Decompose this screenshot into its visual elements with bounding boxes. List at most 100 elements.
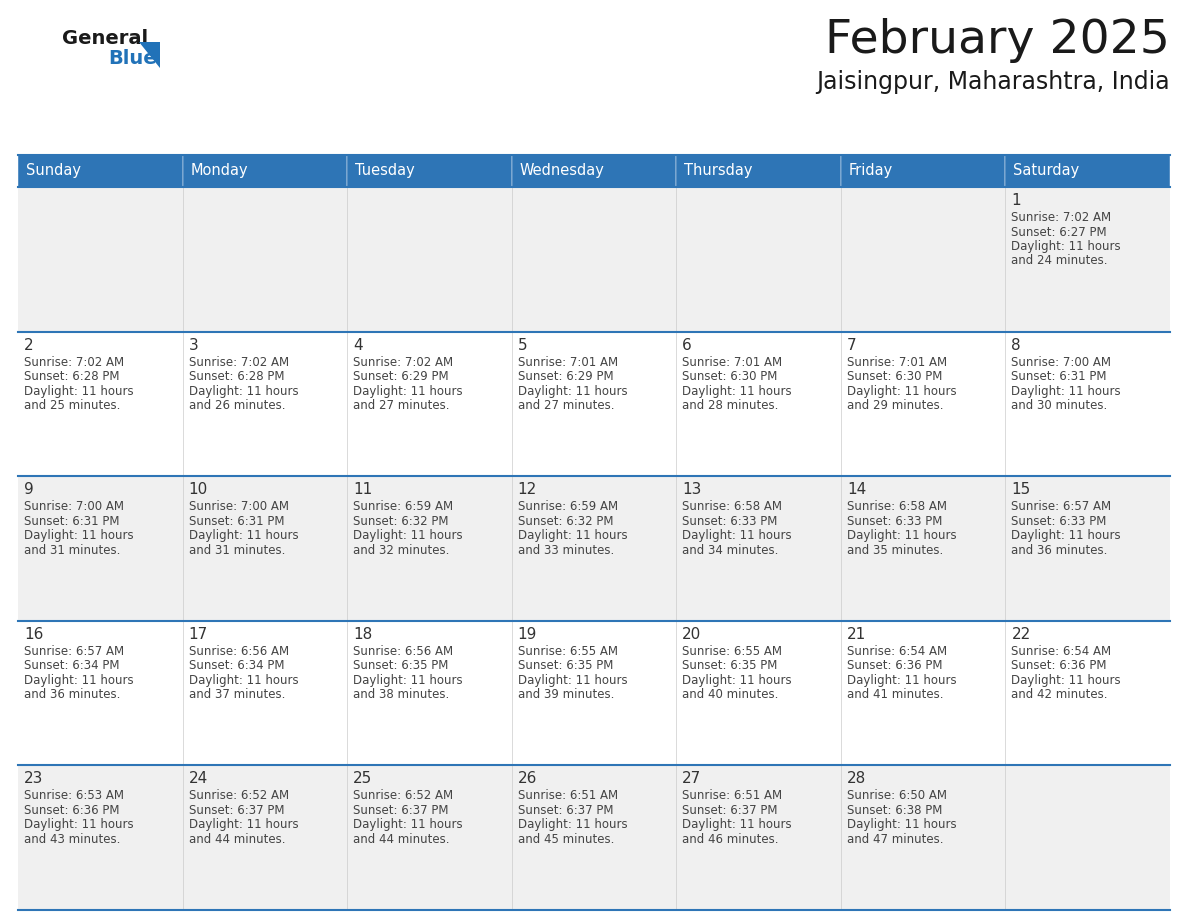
Text: Sunset: 6:35 PM: Sunset: 6:35 PM bbox=[682, 659, 778, 672]
Text: 11: 11 bbox=[353, 482, 372, 498]
Text: and 35 minutes.: and 35 minutes. bbox=[847, 543, 943, 556]
Text: Sunrise: 7:00 AM: Sunrise: 7:00 AM bbox=[1011, 355, 1112, 369]
Text: Sunset: 6:33 PM: Sunset: 6:33 PM bbox=[1011, 515, 1107, 528]
Text: Sunset: 6:27 PM: Sunset: 6:27 PM bbox=[1011, 226, 1107, 239]
Text: 15: 15 bbox=[1011, 482, 1031, 498]
Text: Sunset: 6:30 PM: Sunset: 6:30 PM bbox=[682, 370, 778, 383]
Text: Sunrise: 6:58 AM: Sunrise: 6:58 AM bbox=[682, 500, 782, 513]
Text: Tuesday: Tuesday bbox=[355, 163, 415, 178]
Text: 28: 28 bbox=[847, 771, 866, 787]
Text: Daylight: 11 hours: Daylight: 11 hours bbox=[24, 529, 133, 543]
Text: and 41 minutes.: and 41 minutes. bbox=[847, 688, 943, 701]
Bar bbox=[1005, 476, 1170, 621]
Bar bbox=[512, 621, 676, 766]
Bar bbox=[183, 476, 347, 621]
Text: Sunset: 6:35 PM: Sunset: 6:35 PM bbox=[353, 659, 449, 672]
Text: and 27 minutes.: and 27 minutes. bbox=[353, 399, 449, 412]
Text: Sunset: 6:36 PM: Sunset: 6:36 PM bbox=[24, 804, 120, 817]
Text: and 30 minutes.: and 30 minutes. bbox=[1011, 399, 1107, 412]
Text: 20: 20 bbox=[682, 627, 702, 642]
Text: Daylight: 11 hours: Daylight: 11 hours bbox=[682, 674, 792, 687]
Text: 19: 19 bbox=[518, 627, 537, 642]
Text: and 42 minutes.: and 42 minutes. bbox=[1011, 688, 1108, 701]
Bar bbox=[676, 476, 841, 621]
Text: and 34 minutes.: and 34 minutes. bbox=[682, 543, 778, 556]
Text: Sunset: 6:29 PM: Sunset: 6:29 PM bbox=[518, 370, 613, 383]
Bar bbox=[18, 621, 183, 766]
Text: and 33 minutes.: and 33 minutes. bbox=[518, 543, 614, 556]
Text: Sunrise: 6:56 AM: Sunrise: 6:56 AM bbox=[189, 644, 289, 658]
Text: and 36 minutes.: and 36 minutes. bbox=[24, 688, 120, 701]
Text: Daylight: 11 hours: Daylight: 11 hours bbox=[847, 819, 956, 832]
Text: Sunrise: 6:54 AM: Sunrise: 6:54 AM bbox=[847, 644, 947, 658]
Bar bbox=[18, 476, 183, 621]
Text: Daylight: 11 hours: Daylight: 11 hours bbox=[189, 529, 298, 543]
Text: Daylight: 11 hours: Daylight: 11 hours bbox=[847, 674, 956, 687]
Text: 5: 5 bbox=[518, 338, 527, 353]
Text: Daylight: 11 hours: Daylight: 11 hours bbox=[682, 819, 792, 832]
Bar bbox=[347, 331, 512, 476]
Text: Sunset: 6:38 PM: Sunset: 6:38 PM bbox=[847, 804, 942, 817]
Bar bbox=[676, 766, 841, 910]
Bar bbox=[676, 621, 841, 766]
Text: Sunrise: 7:01 AM: Sunrise: 7:01 AM bbox=[518, 355, 618, 369]
Text: Daylight: 11 hours: Daylight: 11 hours bbox=[353, 819, 463, 832]
Text: Sunrise: 7:02 AM: Sunrise: 7:02 AM bbox=[1011, 211, 1112, 224]
Text: 21: 21 bbox=[847, 627, 866, 642]
Text: and 31 minutes.: and 31 minutes. bbox=[24, 543, 120, 556]
Text: 9: 9 bbox=[24, 482, 33, 498]
Text: Sunset: 6:36 PM: Sunset: 6:36 PM bbox=[847, 659, 942, 672]
Text: Sunrise: 6:59 AM: Sunrise: 6:59 AM bbox=[353, 500, 454, 513]
Text: Sunrise: 6:57 AM: Sunrise: 6:57 AM bbox=[24, 644, 124, 658]
Text: 27: 27 bbox=[682, 771, 702, 787]
Bar bbox=[676, 155, 841, 187]
Text: Sunset: 6:35 PM: Sunset: 6:35 PM bbox=[518, 659, 613, 672]
Text: Sunrise: 6:51 AM: Sunrise: 6:51 AM bbox=[518, 789, 618, 802]
Text: and 46 minutes.: and 46 minutes. bbox=[682, 833, 779, 845]
Text: Daylight: 11 hours: Daylight: 11 hours bbox=[1011, 240, 1121, 253]
Text: Daylight: 11 hours: Daylight: 11 hours bbox=[1011, 674, 1121, 687]
Text: 25: 25 bbox=[353, 771, 372, 787]
Text: Sunrise: 7:02 AM: Sunrise: 7:02 AM bbox=[353, 355, 454, 369]
Text: and 38 minutes.: and 38 minutes. bbox=[353, 688, 449, 701]
Text: and 45 minutes.: and 45 minutes. bbox=[518, 833, 614, 845]
Bar bbox=[1005, 155, 1170, 187]
Text: Daylight: 11 hours: Daylight: 11 hours bbox=[847, 529, 956, 543]
Bar bbox=[512, 187, 676, 331]
Bar bbox=[1005, 621, 1170, 766]
Text: Daylight: 11 hours: Daylight: 11 hours bbox=[847, 385, 956, 397]
Text: Daylight: 11 hours: Daylight: 11 hours bbox=[1011, 529, 1121, 543]
Text: Sunrise: 7:00 AM: Sunrise: 7:00 AM bbox=[24, 500, 124, 513]
Bar bbox=[18, 766, 183, 910]
Polygon shape bbox=[139, 42, 160, 68]
Bar bbox=[183, 621, 347, 766]
Text: Sunrise: 6:50 AM: Sunrise: 6:50 AM bbox=[847, 789, 947, 802]
Text: Daylight: 11 hours: Daylight: 11 hours bbox=[682, 385, 792, 397]
Text: Sunrise: 6:53 AM: Sunrise: 6:53 AM bbox=[24, 789, 124, 802]
Text: 17: 17 bbox=[189, 627, 208, 642]
Text: and 44 minutes.: and 44 minutes. bbox=[353, 833, 449, 845]
Bar bbox=[1005, 331, 1170, 476]
Text: Sunset: 6:31 PM: Sunset: 6:31 PM bbox=[1011, 370, 1107, 383]
Text: and 31 minutes.: and 31 minutes. bbox=[189, 543, 285, 556]
Text: 3: 3 bbox=[189, 338, 198, 353]
Text: Sunrise: 7:02 AM: Sunrise: 7:02 AM bbox=[24, 355, 124, 369]
Text: and 36 minutes.: and 36 minutes. bbox=[1011, 543, 1107, 556]
Bar bbox=[841, 331, 1005, 476]
Text: 18: 18 bbox=[353, 627, 372, 642]
Text: Sunset: 6:34 PM: Sunset: 6:34 PM bbox=[24, 659, 120, 672]
Text: Sunset: 6:28 PM: Sunset: 6:28 PM bbox=[24, 370, 120, 383]
Text: General: General bbox=[62, 29, 148, 48]
Text: and 44 minutes.: and 44 minutes. bbox=[189, 833, 285, 845]
Text: February 2025: February 2025 bbox=[826, 18, 1170, 63]
Text: Sunrise: 7:01 AM: Sunrise: 7:01 AM bbox=[682, 355, 783, 369]
Text: and 32 minutes.: and 32 minutes. bbox=[353, 543, 449, 556]
Bar bbox=[1005, 187, 1170, 331]
Text: Monday: Monday bbox=[190, 163, 248, 178]
Text: Daylight: 11 hours: Daylight: 11 hours bbox=[518, 674, 627, 687]
Bar bbox=[841, 187, 1005, 331]
Text: Sunset: 6:33 PM: Sunset: 6:33 PM bbox=[682, 515, 778, 528]
Bar bbox=[18, 187, 183, 331]
Text: 26: 26 bbox=[518, 771, 537, 787]
Text: Daylight: 11 hours: Daylight: 11 hours bbox=[24, 385, 133, 397]
